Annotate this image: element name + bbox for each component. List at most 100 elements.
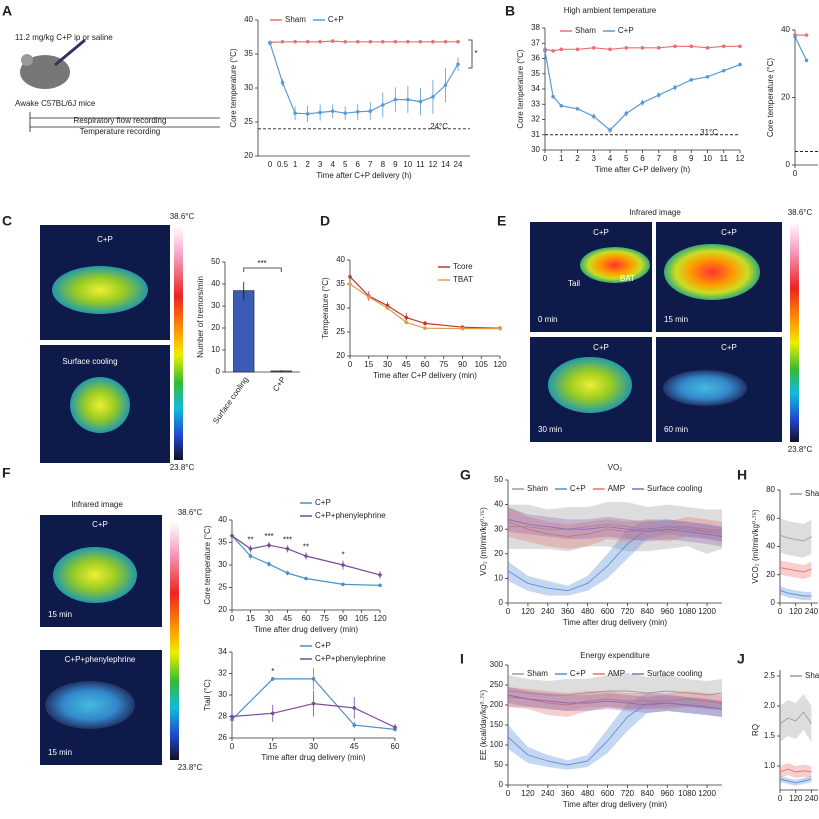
legend-label: Sham	[805, 489, 819, 498]
x-tick-label: 8	[673, 154, 678, 163]
x-tick-label: 0	[778, 794, 783, 803]
x-tick-label: 15	[246, 614, 255, 623]
data-point	[368, 109, 373, 113]
data-point	[305, 112, 310, 116]
data-point	[285, 547, 290, 551]
x-tick-label: 10	[403, 160, 412, 169]
data-point	[793, 34, 797, 39]
y-tick-label: 36	[531, 54, 540, 63]
y-axis-label: Core temperature (°C)	[229, 48, 238, 128]
x-tick-label: 30	[383, 360, 392, 369]
scale-max: 38.6°C	[178, 508, 203, 517]
y-tick-label: 30	[494, 524, 503, 533]
x-tick-label: 45	[350, 742, 359, 751]
y-tick-label: 150	[490, 720, 504, 729]
data-point	[705, 75, 710, 79]
x-tick-label: 0	[543, 154, 548, 163]
series-line	[507, 521, 723, 538]
x-tick-label: 8	[381, 160, 386, 169]
data-point	[551, 94, 555, 99]
y-tick-label: 30	[531, 145, 540, 154]
y-axis-label: Core temperature (°C)	[766, 58, 775, 138]
legend-label: C+P+phenylephrine	[315, 511, 386, 520]
bracket	[468, 39, 473, 69]
y-tick-label: 50	[494, 760, 503, 769]
legend-label: Sham	[805, 671, 819, 680]
x-tick-label: 90	[458, 360, 467, 369]
data-point	[248, 547, 253, 551]
x-tick-label: 90	[339, 614, 348, 623]
data-point	[689, 44, 694, 49]
data-point	[624, 46, 629, 50]
y-axis-label: Number of tremors/min	[196, 276, 205, 358]
mouse-thermal	[548, 357, 632, 413]
data-point	[640, 46, 645, 50]
x-tick-label: 45	[283, 614, 292, 623]
data-point	[385, 306, 390, 310]
significance: **	[247, 535, 253, 544]
data-point	[311, 677, 316, 681]
y-axis-label: EE (kcal/day/kg⁰·⁷⁵)	[479, 690, 488, 761]
data-point	[443, 39, 448, 44]
x-tick-label: 120	[521, 607, 535, 616]
mouse-thermal	[664, 244, 760, 300]
significance: *	[271, 667, 274, 676]
legend-label: C+P+phenylephrine	[315, 654, 386, 663]
legend-label: C+P	[315, 641, 331, 650]
scale-max: 38.6°C	[788, 208, 813, 217]
series-line	[544, 45, 740, 52]
x-tick-label: 960	[661, 789, 675, 798]
image-label: C+P	[721, 228, 737, 237]
data-point	[343, 111, 348, 115]
data-point	[318, 110, 322, 115]
mouse-thermal	[45, 681, 135, 729]
bar	[233, 290, 255, 373]
data-point	[738, 44, 742, 49]
image-time: 15 min	[48, 748, 72, 757]
series-line	[779, 567, 812, 573]
x-tick-label: 840	[641, 607, 655, 616]
data-point	[355, 39, 360, 44]
y-tick-label: 20	[781, 93, 790, 102]
y-tick-label: 25	[336, 327, 345, 336]
mouse-thermal	[52, 266, 148, 314]
error-band	[780, 586, 812, 601]
y-tick-label: 38	[531, 23, 540, 32]
data-point	[608, 47, 612, 52]
data-point	[352, 723, 357, 727]
y-tick-label: 0	[786, 160, 791, 169]
panel-label: B	[505, 3, 515, 19]
image-time: 15 min	[664, 315, 688, 324]
series-line	[544, 50, 741, 132]
y-axis-label: VCO₂ (ml/min/kg⁰·⁷⁵)	[751, 509, 760, 584]
data-point	[293, 39, 297, 44]
significance: *	[341, 551, 344, 560]
data-point	[381, 103, 385, 107]
data-point	[280, 39, 285, 44]
image-label: Surface cooling	[62, 357, 117, 366]
x-tick-label: 240	[805, 794, 819, 803]
x-axis-label: Time after C+P delivery (min)	[373, 371, 477, 380]
y-tick-label: 31	[531, 130, 540, 139]
data-point	[721, 44, 726, 49]
data-point	[431, 39, 435, 44]
y-tick-label: 0	[216, 367, 221, 376]
y-tick-label: 26	[218, 733, 227, 742]
data-point	[418, 39, 423, 44]
mouse-thermal	[580, 247, 650, 283]
y-tick-label: 20	[336, 351, 345, 360]
y-tick-label: 20	[494, 549, 503, 558]
x-tick-label: 960	[661, 607, 675, 616]
x-axis-label: Time after drug delivery (min)	[261, 753, 366, 762]
schematic-text: Temperature recording	[80, 127, 160, 136]
y-tick-label: 30	[336, 303, 345, 312]
y-tick-label: 30	[244, 83, 253, 92]
data-point	[423, 326, 427, 330]
y-tick-label: 300	[490, 660, 504, 669]
x-tick-label: 1080	[678, 789, 696, 798]
y-tick-label: 0	[771, 598, 776, 607]
x-tick-label: 1080	[678, 607, 696, 616]
x-tick-label: 10	[703, 154, 712, 163]
color-scale	[174, 226, 183, 460]
